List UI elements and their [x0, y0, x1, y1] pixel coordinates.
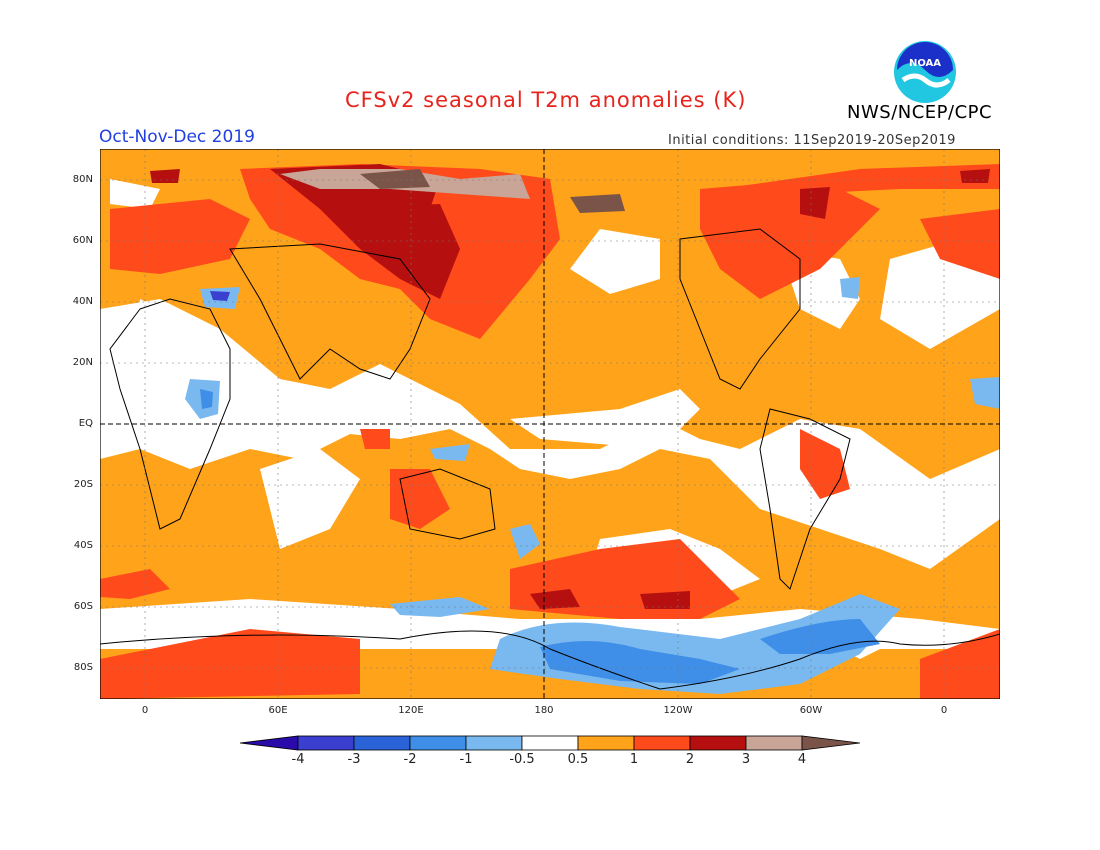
colorbar-box [577, 735, 635, 751]
season-label: Oct-Nov-Dec 2019 [99, 127, 255, 147]
colorbar-box [521, 735, 579, 751]
colorbar-box [745, 735, 803, 751]
colorbar-label: -1 [459, 752, 473, 767]
lat-label-80s: 80S [73, 662, 93, 673]
colorbar-label: 0.5 [567, 752, 589, 767]
coastlines [100, 228, 1000, 690]
colorbar-box [465, 735, 523, 751]
lon-label-60w: 60W [799, 705, 823, 716]
lat-label-60s: 60S [73, 601, 93, 612]
colorbar-box [409, 735, 467, 751]
initial-conditions-label: Initial conditions: 11Sep2019-20Sep2019 [668, 133, 956, 148]
colorbar-arrow-low [240, 735, 299, 751]
colorbar-label: 2 [685, 752, 695, 767]
colorbar-label: 4 [797, 752, 807, 767]
graticule [100, 149, 1000, 699]
anomaly-map [100, 149, 1000, 699]
chart-title: CFSv2 seasonal T2m anomalies (K) [345, 88, 747, 112]
colorbar-label: -4 [291, 752, 305, 767]
lat-label-40n: 40N [72, 296, 93, 307]
lon-label-0: 0 [141, 705, 149, 716]
lon-label-0-right: 0 [940, 705, 948, 716]
agency-label: NWS/NCEP/CPC [847, 102, 993, 123]
logo-text: NOAA [909, 58, 941, 69]
lat-label-60n: 60N [72, 235, 93, 246]
colorbar-label: -0.5 [509, 752, 535, 767]
lat-label-20n: 20N [72, 357, 93, 368]
colorbar-box [297, 735, 355, 751]
lon-label-120e: 120E [398, 705, 424, 716]
lon-label-180: 180 [534, 705, 554, 716]
neutral-regions [100, 179, 1000, 699]
colorbar-label: 1 [629, 752, 639, 767]
lon-label-60e: 60E [268, 705, 288, 716]
colorbar-label: -3 [347, 752, 361, 767]
colorbar-box [633, 735, 691, 751]
lat-label-80n: 80N [72, 174, 93, 185]
reference-lines [100, 149, 1000, 699]
lon-label-120w: 120W [663, 705, 693, 716]
colorbar-label: 3 [741, 752, 751, 767]
colorbar-label: -2 [403, 752, 417, 767]
lat-label-40s: 40S [73, 540, 93, 551]
lat-label-20s: 20S [73, 479, 93, 490]
colorbar-box [689, 735, 747, 751]
noaa-logo: NOAA [894, 41, 956, 103]
colorbar [240, 735, 860, 751]
negative-regions [185, 277, 1000, 694]
colorbar-box [353, 735, 411, 751]
colorbar-arrow-high [801, 735, 860, 751]
positive-regions [100, 164, 1000, 699]
lat-label-eq: EQ [78, 418, 93, 429]
